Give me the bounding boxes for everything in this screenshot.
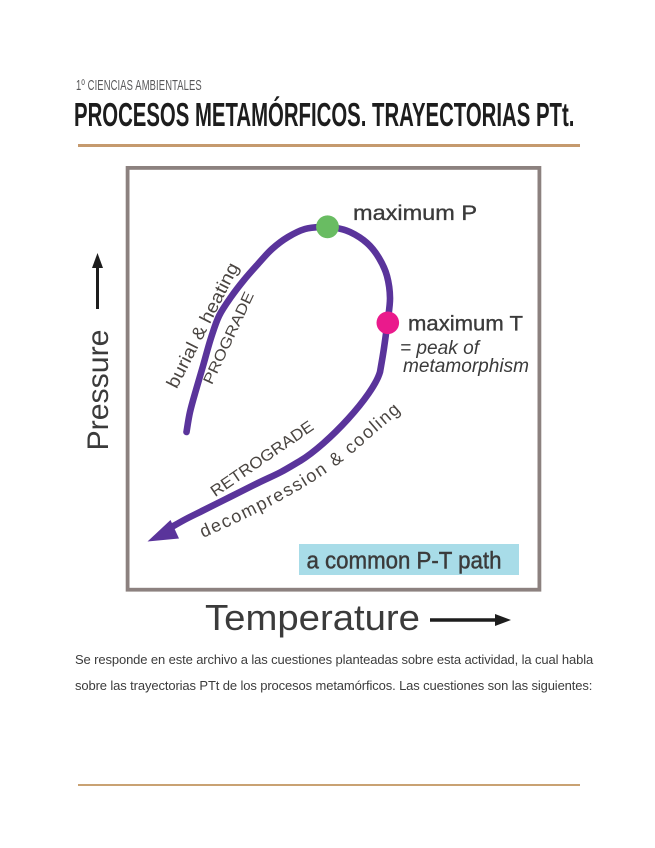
svg-text:Pressure: Pressure	[82, 330, 115, 451]
svg-text:maximum T: maximum T	[408, 313, 523, 336]
svg-text:decompression & cooling: decompression & cooling	[197, 398, 405, 542]
svg-text:a common P-T path: a common P-T path	[307, 548, 502, 575]
svg-text:= peak of: = peak of	[400, 338, 481, 359]
svg-text:metamorphism: metamorphism	[403, 356, 529, 377]
svg-text:maximum P: maximum P	[353, 202, 477, 225]
svg-text:Temperature: Temperature	[205, 597, 420, 638]
